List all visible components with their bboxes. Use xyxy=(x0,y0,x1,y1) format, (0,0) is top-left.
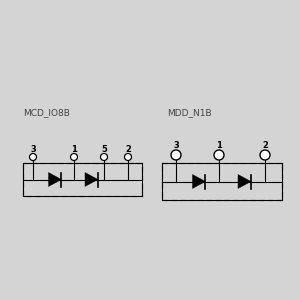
Polygon shape xyxy=(49,172,62,187)
Text: 2: 2 xyxy=(125,146,131,154)
Text: 5: 5 xyxy=(101,146,107,154)
Bar xyxy=(23,163,142,196)
Circle shape xyxy=(70,154,77,160)
Text: 3: 3 xyxy=(30,146,36,154)
Circle shape xyxy=(171,150,181,160)
Bar xyxy=(162,163,282,200)
Polygon shape xyxy=(85,172,98,187)
Text: 1: 1 xyxy=(71,146,77,154)
Circle shape xyxy=(100,154,107,160)
Text: MDD_N1B: MDD_N1B xyxy=(167,109,212,118)
Text: 1: 1 xyxy=(216,142,222,151)
Text: MCD_IO8B: MCD_IO8B xyxy=(23,109,70,118)
Text: 3: 3 xyxy=(173,142,179,151)
Circle shape xyxy=(29,154,37,160)
Circle shape xyxy=(214,150,224,160)
Circle shape xyxy=(260,150,270,160)
Polygon shape xyxy=(238,175,251,188)
Circle shape xyxy=(124,154,131,160)
Text: 2: 2 xyxy=(262,142,268,151)
Polygon shape xyxy=(193,175,206,188)
